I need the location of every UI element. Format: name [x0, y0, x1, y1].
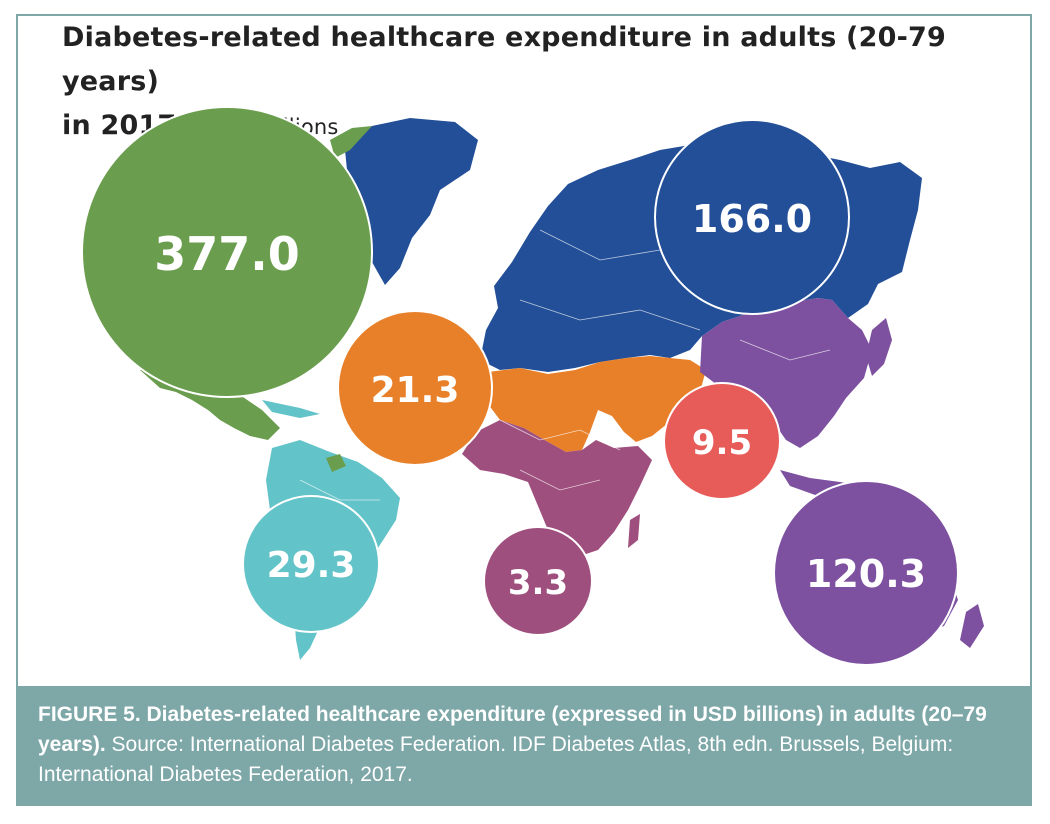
- title-line-1: Diabetes-related healthcare expenditure …: [62, 22, 946, 97]
- bubble-mena: 21.3: [337, 310, 493, 466]
- value-south-east-asia: 9.5: [692, 423, 752, 463]
- region-new-zealand: [960, 604, 984, 648]
- region-western-pacific: [700, 298, 872, 448]
- bubble-south-east-asia: 9.5: [663, 382, 781, 500]
- region-japan: [866, 318, 892, 376]
- bubble-europe: 166.0: [654, 119, 850, 315]
- value-mena: 21.3: [371, 370, 460, 411]
- value-south-america: 29.3: [267, 545, 356, 586]
- bubble-western-pacific: 120.3: [773, 480, 959, 666]
- region-greenland-north: [330, 126, 372, 158]
- region-madagascar: [628, 514, 640, 548]
- bubble-north-america: 377.0: [81, 106, 373, 398]
- value-africa: 3.3: [508, 563, 568, 603]
- region-mena: [488, 356, 706, 452]
- caption-bold: FIGURE 5. Diabetes-related healthcare ex…: [38, 703, 987, 756]
- value-north-america: 377.0: [154, 227, 300, 281]
- world-map: 377.0 166.0 21.3 9.5 29.3 3.3 120.3: [81, 106, 984, 666]
- region-africa: [462, 420, 652, 556]
- bubble-south-america: 29.3: [242, 495, 380, 633]
- bubble-africa: 3.3: [483, 526, 593, 636]
- region-greenland: [345, 118, 478, 285]
- value-europe: 166.0: [692, 197, 812, 241]
- figure-caption: FIGURE 5. Diabetes-related healthcare ex…: [16, 686, 1032, 806]
- value-western-pacific: 120.3: [806, 552, 926, 596]
- region-guiana: [326, 454, 346, 472]
- caption-text: Source: International Diabetes Federatio…: [38, 733, 954, 786]
- region-caribbean: [262, 400, 320, 418]
